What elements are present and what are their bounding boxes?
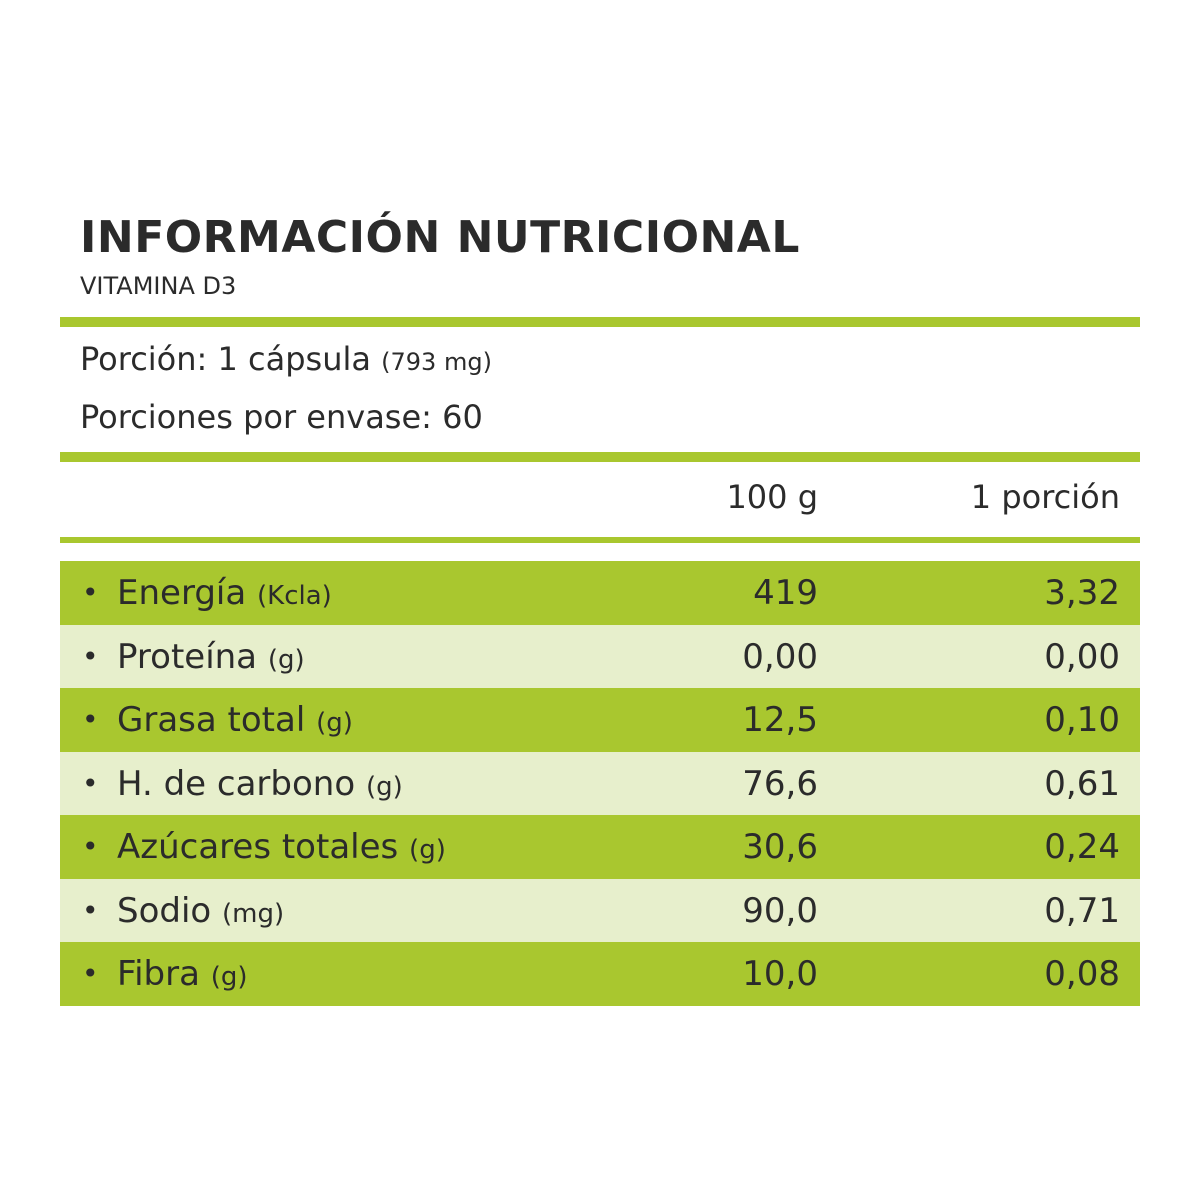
value-per-100g: 10,0 bbox=[742, 954, 818, 994]
bullet: • bbox=[82, 893, 99, 927]
nutrient-name: Grasa total (g) bbox=[117, 700, 353, 740]
value-per-portion: 3,32 bbox=[1044, 573, 1120, 613]
servings-per-container-value: 60 bbox=[442, 398, 483, 436]
product-name: VITAMINA D3 bbox=[80, 272, 237, 300]
table-row: • Energía (Kcla) 419 3,32 bbox=[60, 561, 1140, 625]
nutrient-unit: (Kcla) bbox=[257, 581, 332, 611]
value-per-portion: 0,61 bbox=[1044, 763, 1120, 804]
value-per-portion: 0,24 bbox=[1044, 827, 1120, 867]
page-title: INFORMACIÓN NUTRICIONAL bbox=[80, 212, 800, 263]
value-per-100g: 0,00 bbox=[742, 636, 818, 677]
value-per-100g: 419 bbox=[753, 573, 818, 613]
nutrition-table: • Energía (Kcla) 419 3,32 • Proteína (g)… bbox=[60, 561, 1140, 1006]
nutrient-name: Azúcares totales (g) bbox=[117, 827, 446, 867]
column-header-100g: 100 g bbox=[726, 478, 818, 516]
column-header-portion: 1 porción bbox=[970, 478, 1120, 516]
bullet: • bbox=[82, 766, 99, 800]
nutrition-facts-panel: INFORMACIÓN NUTRICIONAL VITAMINA D3 Porc… bbox=[60, 0, 1140, 1200]
value-per-portion: 0,08 bbox=[1044, 954, 1120, 994]
nutrient-unit: (g) bbox=[210, 962, 248, 992]
value-per-100g: 90,0 bbox=[742, 890, 818, 931]
nutrient-name: Energía (Kcla) bbox=[117, 573, 332, 613]
nutrient-unit: (g) bbox=[365, 771, 403, 802]
value-per-100g: 30,6 bbox=[742, 827, 818, 867]
bullet: • bbox=[82, 957, 99, 990]
nutrient-name: Proteína (g) bbox=[117, 636, 305, 677]
nutrient-name: Fibra (g) bbox=[117, 954, 248, 994]
servings-per-container: Porciones por envase: 60 bbox=[80, 398, 483, 436]
serving-size-value: 1 cápsula bbox=[217, 340, 371, 378]
serving-size-label: Porción: bbox=[80, 340, 208, 378]
nutrient-name: H. de carbono (g) bbox=[117, 763, 403, 804]
divider-top bbox=[60, 317, 1140, 327]
table-row: • Grasa total (g) 12,5 0,10 bbox=[60, 688, 1140, 752]
table-row: • Sodio (mg) 90,0 0,71 bbox=[60, 878, 1140, 942]
nutrient-unit: (g) bbox=[267, 644, 305, 675]
bullet: • bbox=[82, 639, 99, 673]
value-per-100g: 12,5 bbox=[742, 700, 818, 740]
divider-header bbox=[60, 537, 1140, 543]
nutrient-unit: (g) bbox=[409, 835, 446, 865]
nutrient-unit: (mg) bbox=[222, 898, 285, 929]
value-per-portion: 0,10 bbox=[1044, 700, 1120, 740]
bullet: • bbox=[82, 703, 99, 736]
bullet: • bbox=[82, 830, 99, 863]
table-row: • Proteína (g) 0,00 0,00 bbox=[60, 624, 1140, 688]
value-per-100g: 76,6 bbox=[742, 763, 818, 804]
nutrient-name: Sodio (mg) bbox=[117, 890, 285, 931]
servings-per-container-label: Porciones por envase: bbox=[80, 398, 432, 436]
table-row: • Fibra (g) 10,0 0,08 bbox=[60, 942, 1140, 1006]
table-row: • H. de carbono (g) 76,6 0,61 bbox=[60, 751, 1140, 815]
serving-size: Porción: 1 cápsula (793 mg) bbox=[80, 340, 492, 378]
serving-size-weight: (793 mg) bbox=[381, 348, 492, 376]
bullet: • bbox=[82, 576, 99, 609]
value-per-portion: 0,00 bbox=[1044, 636, 1120, 677]
nutrient-unit: (g) bbox=[316, 708, 353, 738]
divider-middle bbox=[60, 452, 1140, 462]
value-per-portion: 0,71 bbox=[1044, 890, 1120, 931]
table-row: • Azúcares totales (g) 30,6 0,24 bbox=[60, 815, 1140, 879]
